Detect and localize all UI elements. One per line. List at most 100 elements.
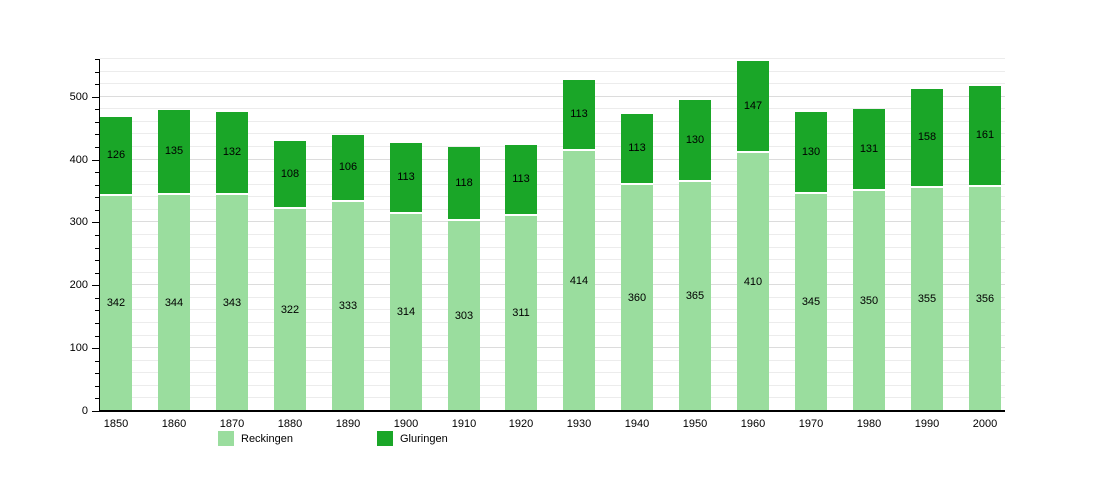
x-axis-line xyxy=(99,410,1005,412)
bar-value-label: 344 xyxy=(164,296,184,309)
y-axis-label: 400 xyxy=(69,154,88,166)
y-axis-tick xyxy=(95,373,100,374)
bar-value-label: 322 xyxy=(280,303,300,316)
bar-value-label: 356 xyxy=(975,292,995,305)
segment-reckingen: 314 xyxy=(390,214,422,411)
y-axis-tick xyxy=(92,160,100,161)
x-axis-label: 1880 xyxy=(277,418,303,430)
x-axis-label: 1970 xyxy=(798,418,824,430)
bar-value-label: 360 xyxy=(627,291,647,304)
segment-reckingen: 360 xyxy=(621,185,653,411)
segment-reckingen: 322 xyxy=(274,209,306,411)
gridline xyxy=(100,297,1005,298)
bar-value-label: 345 xyxy=(801,296,821,308)
gridline xyxy=(100,397,1005,398)
bar-value-label: 147 xyxy=(743,99,763,112)
segment-reckingen: 355 xyxy=(911,188,943,411)
x-axis-label: 1890 xyxy=(335,418,361,430)
bar-value-label: 161 xyxy=(975,129,995,141)
gridline xyxy=(100,58,1005,59)
y-axis-tick xyxy=(92,411,100,412)
y-axis-tick xyxy=(95,273,100,274)
segment-gluringen: 131 xyxy=(853,109,885,191)
y-axis-tick xyxy=(95,323,100,324)
segment-gluringen: 113 xyxy=(505,145,537,216)
bar-1850: 342 126 xyxy=(100,117,132,411)
gridline xyxy=(100,272,1005,273)
gridline xyxy=(100,184,1005,185)
y-axis-tick xyxy=(92,97,100,98)
y-axis-tick xyxy=(95,84,100,85)
bar-1920: 311 113 xyxy=(505,145,537,411)
bar-value-label: 106 xyxy=(338,161,358,173)
y-axis-label: 300 xyxy=(69,216,88,228)
gridline xyxy=(100,385,1005,386)
y-axis-label: 500 xyxy=(69,91,88,103)
y-axis-tick xyxy=(95,386,100,387)
x-axis-label: 1930 xyxy=(566,418,592,430)
segment-reckingen: 342 xyxy=(100,196,132,411)
gridline xyxy=(100,209,1005,210)
gridline xyxy=(100,171,1005,172)
gridline xyxy=(100,259,1005,260)
bar-value-label: 311 xyxy=(512,307,530,319)
gridline xyxy=(100,146,1005,147)
legend-swatch-gluringen xyxy=(377,431,393,446)
segment-reckingen: 414 xyxy=(563,151,595,411)
y-axis-label: 200 xyxy=(69,279,88,291)
x-axis-label: 1940 xyxy=(624,418,650,430)
x-axis-label: 1900 xyxy=(393,418,419,430)
bar-value-label: 113 xyxy=(397,171,415,183)
segment-gluringen: 113 xyxy=(621,114,653,185)
bar-value-label: 131 xyxy=(859,142,879,155)
y-axis-tick xyxy=(95,260,100,261)
gridline xyxy=(100,96,1005,97)
y-axis-tick xyxy=(95,59,100,60)
bar-1960: 410 147 xyxy=(737,61,769,411)
bar-1940: 360 113 xyxy=(621,114,653,411)
bar-1970: 345 130 xyxy=(795,112,827,411)
gridline xyxy=(100,108,1005,109)
bar-1910: 303 118 xyxy=(448,147,480,411)
segment-reckingen: 410 xyxy=(737,153,769,411)
segment-gluringen: 130 xyxy=(679,100,711,182)
y-axis-tick xyxy=(95,197,100,198)
bar-value-label: 342 xyxy=(106,297,126,309)
bar-2000: 356 161 xyxy=(969,86,1001,411)
y-axis-tick xyxy=(92,285,100,286)
y-axis-tick xyxy=(95,235,100,236)
segment-reckingen: 356 xyxy=(969,187,1001,411)
gridline xyxy=(100,360,1005,361)
gridline xyxy=(100,133,1005,134)
bar-value-label: 118 xyxy=(455,176,473,189)
segment-reckingen: 345 xyxy=(795,194,827,411)
segment-gluringen: 106 xyxy=(332,135,364,202)
gridline xyxy=(100,121,1005,122)
x-axis-label: 1960 xyxy=(740,418,766,430)
bar-value-label: 414 xyxy=(569,274,589,287)
x-axis-label: 1950 xyxy=(682,418,708,430)
y-axis-label: 100 xyxy=(69,342,88,354)
segment-reckingen: 350 xyxy=(853,191,885,411)
gridline xyxy=(100,309,1005,310)
gridline xyxy=(100,159,1005,160)
segment-gluringen: 118 xyxy=(448,147,480,221)
x-axis-label: 1920 xyxy=(508,418,534,430)
bar-value-label: 132 xyxy=(222,146,242,158)
bar-1950: 365 130 xyxy=(679,100,711,411)
bar-value-label: 158 xyxy=(917,131,937,143)
x-axis-label: 1910 xyxy=(451,418,477,430)
gridline xyxy=(100,347,1005,348)
bar-value-label: 113 xyxy=(628,142,646,154)
bar-value-label: 113 xyxy=(570,108,588,120)
segment-gluringen: 132 xyxy=(216,112,248,195)
x-axis-label: 1990 xyxy=(914,418,940,430)
y-axis-tick xyxy=(92,348,100,349)
segment-reckingen: 303 xyxy=(448,221,480,411)
segment-reckingen: 333 xyxy=(332,202,364,411)
bar-1880: 322 108 xyxy=(274,141,306,411)
bar-value-label: 130 xyxy=(801,145,821,158)
y-axis-tick xyxy=(95,185,100,186)
y-axis-tick xyxy=(95,210,100,211)
